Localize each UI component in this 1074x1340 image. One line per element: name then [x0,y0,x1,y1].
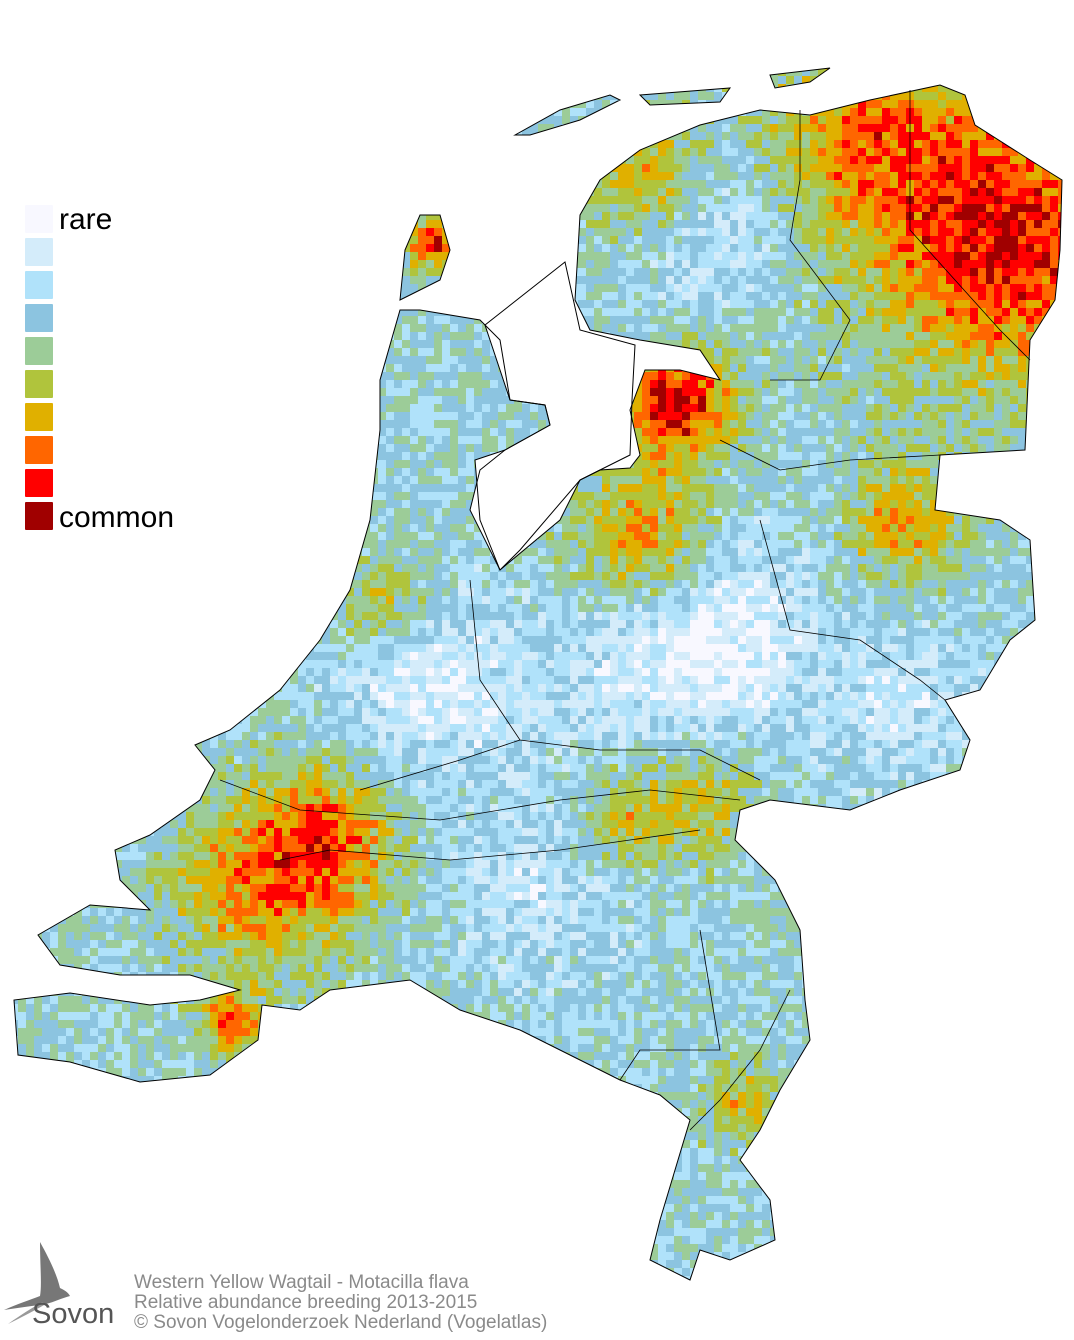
legend-swatch-9 [25,469,53,497]
province-borders [219,90,1031,1131]
legend-swatch-5 [25,337,53,365]
caption-copyright: © Sovon Vogelonderzoek Nederland (Vogela… [134,1313,547,1333]
legend-label-common: common [59,503,174,533]
caption-species: Western Yellow Wagtail - Motacilla flava [134,1273,547,1293]
legend-swatch-7 [25,403,53,431]
legend-swatch-1 [25,205,53,233]
legend-swatch-2 [25,238,53,266]
legend-swatch-6 [25,370,53,398]
legend-swatch-8 [25,436,53,464]
legend-swatch-10 [25,502,53,530]
legend-swatch-3 [25,271,53,299]
logo-text: Sovon [32,1298,114,1331]
map-caption: Western Yellow Wagtail - Motacilla flava… [134,1273,547,1333]
caption-subtitle: Relative abundance breeding 2013-2015 [134,1293,547,1313]
swallow-icon [4,1242,70,1324]
legend-label-rare: rare [59,205,112,235]
legend-swatch-4 [25,304,53,332]
